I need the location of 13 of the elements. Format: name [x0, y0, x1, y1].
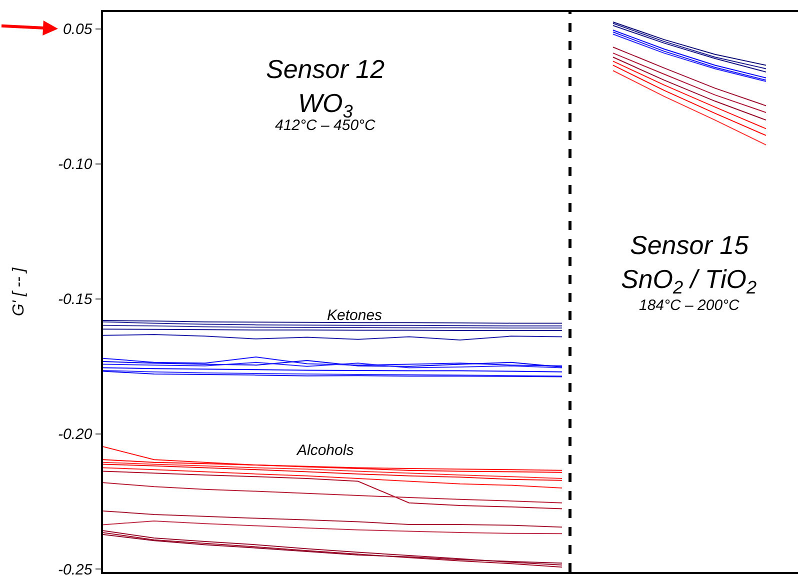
y-tick-label: 0.05 — [63, 21, 93, 38]
y-tick-label: -0.20 — [58, 426, 93, 444]
y-axis-title: G' [ -- ] — [10, 267, 28, 316]
annotation: Sensor 15 — [630, 230, 750, 260]
annotation: Sensor 12 — [266, 54, 386, 84]
y-tick-label: -0.10 — [58, 156, 93, 174]
annotation: Alcohols — [296, 442, 354, 459]
y-tick-label: -0.25 — [58, 561, 93, 578]
annotation: Ketones — [327, 307, 383, 324]
annotation: 184°C – 200°C — [639, 297, 740, 314]
annotation: 412°C – 450°C — [275, 117, 376, 134]
y-tick-label: -0.15 — [58, 291, 93, 308]
annotation: SnO$_{2}$ / TiO$_{2}$ — [621, 264, 757, 298]
